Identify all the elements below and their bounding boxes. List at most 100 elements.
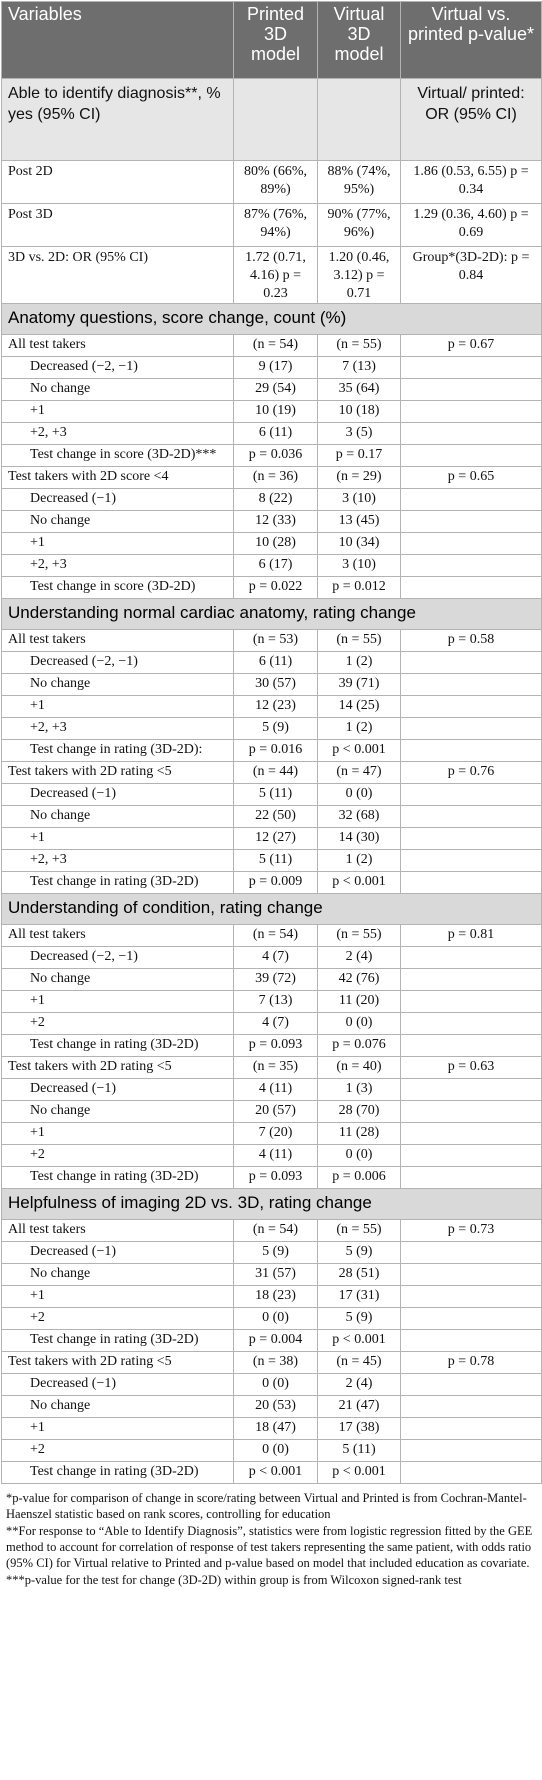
- table-row: Test takers with 2D score <4 (n = 36) (n =…: [1, 466, 542, 489]
- pvalue-value: p = 0.81: [400, 924, 542, 947]
- table-row: Test takers with 2D rating <5 (n = 38) (n …: [1, 1351, 542, 1374]
- table-row: +1 18 (23) 17 (31): [1, 1285, 542, 1308]
- diagnosis-label: Able to identify diagnosis**, % yes (95%…: [1, 78, 234, 161]
- pvalue-value: [400, 849, 542, 872]
- printed-value: 7 (20): [233, 1122, 318, 1145]
- table-row: All test takers (n = 54) (n = 55) p = 0.67: [1, 334, 542, 357]
- pvalue-value: [400, 356, 542, 379]
- pvalue-value: [400, 739, 542, 762]
- table-row: No change 22 (50) 32 (68): [1, 805, 542, 828]
- header-variables: Variables: [1, 1, 234, 79]
- row-label: Test change in rating (3D-2D): [1, 1461, 234, 1484]
- row-label: +2: [1, 1012, 234, 1035]
- footnote-2: **For response to “Able to Identify Diag…: [6, 1524, 533, 1570]
- row-label: +1: [1, 1417, 234, 1440]
- table-body: Able to identify diagnosis**, % yes (95%…: [1, 78, 542, 1484]
- pvalue-value: [400, 1012, 542, 1035]
- row-label: Test change in rating (3D-2D): [1, 1034, 234, 1057]
- table-row: Test change in rating (3D-2D) p = 0.009 p …: [1, 871, 542, 894]
- virtual-value: 5 (11): [317, 1439, 401, 1462]
- table-row: Test change in rating (3D-2D): p = 0.016 p…: [1, 739, 542, 762]
- virtual-value: (n = 40): [317, 1056, 401, 1079]
- virtual-value: 14 (25): [317, 695, 401, 718]
- printed-value: (n = 36): [233, 466, 318, 489]
- table-row: No change 31 (57) 28 (51): [1, 1263, 542, 1286]
- printed-value: p = 0.022: [233, 576, 318, 599]
- pvalue-value: [400, 1439, 542, 1462]
- table-row: +2 4 (7) 0 (0): [1, 1012, 542, 1035]
- printed-value: 29 (54): [233, 378, 318, 401]
- table-row: +2 0 (0) 5 (11): [1, 1439, 542, 1462]
- printed-value: (n = 44): [233, 761, 318, 784]
- virtual-value: (n = 55): [317, 924, 401, 947]
- pvalue-value: [400, 695, 542, 718]
- table-row: Decreased (−2, −1) 4 (7) 2 (4): [1, 946, 542, 969]
- virtual-value: 3 (5): [317, 422, 401, 445]
- printed-value: 12 (33): [233, 510, 318, 533]
- pvalue-value: [400, 673, 542, 696]
- table-row: +1 7 (13) 11 (20): [1, 990, 542, 1013]
- virtual-value: 28 (70): [317, 1100, 401, 1123]
- table-row: +2, +3 6 (17) 3 (10): [1, 554, 542, 577]
- pvalue-value: [400, 532, 542, 555]
- printed-value: 20 (57): [233, 1100, 318, 1123]
- printed-value: 18 (47): [233, 1417, 318, 1440]
- pvalue-value: p = 0.65: [400, 466, 542, 489]
- pvalue-value: [400, 1307, 542, 1330]
- row-label: No change: [1, 1100, 234, 1123]
- pvalue-value: [400, 1166, 542, 1189]
- row-label: Decreased (−2, −1): [1, 946, 234, 969]
- printed-value: p = 0.093: [233, 1034, 318, 1057]
- row-label: No change: [1, 1263, 234, 1286]
- table-row: +1 10 (19) 10 (18): [1, 400, 542, 423]
- virtual-value: 3 (10): [317, 488, 401, 511]
- row-label: No change: [1, 673, 234, 696]
- virtual-value: p = 0.012: [317, 576, 401, 599]
- table-row: Test change in rating (3D-2D) p = 0.093 p …: [1, 1166, 542, 1189]
- table-row: Post 2D 80% (66%, 89%) 88% (74%, 95%) 1.86 …: [1, 160, 542, 204]
- table-row: +2, +3 6 (11) 3 (5): [1, 422, 542, 445]
- row-label: +1: [1, 400, 234, 423]
- virtual-value: 32 (68): [317, 805, 401, 828]
- table-row: Decreased (−1) 5 (11) 0 (0): [1, 783, 542, 806]
- virtual-value: p = 0.17: [317, 444, 401, 467]
- section-header-row: Understanding normal cardiac anatomy, ra…: [1, 598, 542, 630]
- row-label: +2, +3: [1, 422, 234, 445]
- virtual-value: 1 (2): [317, 849, 401, 872]
- pvalue-value: [400, 1373, 542, 1396]
- pvalue-value: [400, 1241, 542, 1264]
- diagnosis-subheader-row: Able to identify diagnosis**, % yes (95%…: [1, 78, 542, 161]
- pvalue-value: [400, 378, 542, 401]
- virtual-value: 39 (71): [317, 673, 401, 696]
- printed-value: 20 (53): [233, 1395, 318, 1418]
- pvalue-value: [400, 990, 542, 1013]
- printed-value: p = 0.036: [233, 444, 318, 467]
- printed-value: 5 (11): [233, 849, 318, 872]
- printed-value: 18 (23): [233, 1285, 318, 1308]
- virtual-value: 90% (77%, 96%): [317, 203, 401, 247]
- table-row: +2, +3 5 (11) 1 (2): [1, 849, 542, 872]
- row-label: +2, +3: [1, 849, 234, 872]
- virtual-value: 2 (4): [317, 946, 401, 969]
- row-label: +1: [1, 827, 234, 850]
- table-row: All test takers (n = 53) (n = 55) p = 0.58: [1, 629, 542, 652]
- printed-value: (n = 54): [233, 1219, 318, 1242]
- virtual-value: 11 (28): [317, 1122, 401, 1145]
- pvalue-value: [400, 651, 542, 674]
- printed-value: 22 (50): [233, 805, 318, 828]
- table-row: Post 3D 87% (76%, 94%) 90% (77%, 96%) 1.29 …: [1, 203, 542, 247]
- virtual-value: 5 (9): [317, 1241, 401, 1264]
- table-row: Decreased (−1) 4 (11) 1 (3): [1, 1078, 542, 1101]
- row-label: Decreased (−2, −1): [1, 651, 234, 674]
- row-label: No change: [1, 968, 234, 991]
- section-header-row: Anatomy questions, score change, count (…: [1, 303, 542, 335]
- section-title: Understanding normal cardiac anatomy, ra…: [1, 598, 542, 630]
- virtual-value: 21 (47): [317, 1395, 401, 1418]
- pvalue-value: [400, 576, 542, 599]
- pvalue-value: [400, 946, 542, 969]
- pvalue-value: [400, 1285, 542, 1308]
- printed-value: p = 0.004: [233, 1329, 318, 1352]
- printed-value: (n = 38): [233, 1351, 318, 1374]
- printed-value: 31 (57): [233, 1263, 318, 1286]
- row-label: Decreased (−1): [1, 1078, 234, 1101]
